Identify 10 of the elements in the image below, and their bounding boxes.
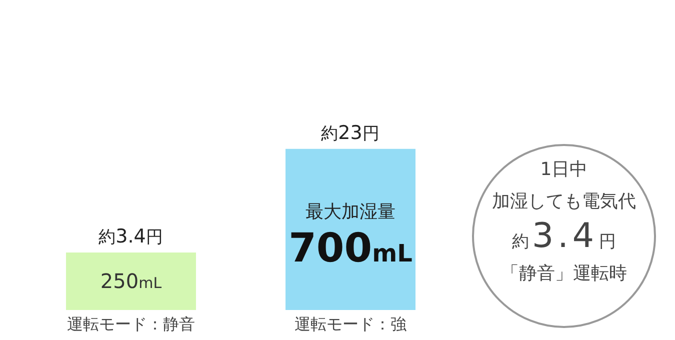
x-tick-label: 運転モード：強 — [294, 314, 406, 334]
text: 加湿しても電気代 — [492, 191, 636, 212]
annotation: 約23円 — [321, 122, 380, 144]
data-label: 250mL — [100, 269, 162, 294]
text: 1日中 — [540, 159, 588, 180]
annotation: 最大加湿量 — [306, 201, 396, 222]
text: 「静音」運転時 — [501, 263, 627, 284]
x-tick-label: 運転モード：静音 — [66, 314, 195, 334]
data-label: 700mL — [288, 225, 412, 272]
annotation: 約3.4円 — [98, 225, 163, 248]
